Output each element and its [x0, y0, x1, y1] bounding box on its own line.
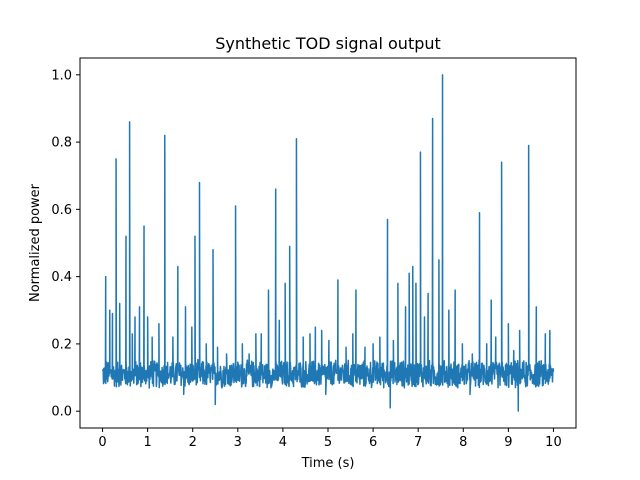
series-line — [101, 74, 555, 412]
series-group — [101, 74, 555, 412]
x-tick-label: 9 — [504, 435, 512, 450]
x-tick-label: 5 — [324, 435, 332, 450]
x-tick-label: 0 — [98, 435, 106, 450]
plot-area-frame — [79, 57, 577, 429]
x-tick-label: 3 — [234, 435, 242, 450]
y-tick-label: 0.0 — [51, 405, 72, 420]
x-tick-label: 7 — [414, 435, 422, 450]
y-axis-label: Normalized power — [28, 183, 43, 302]
y-tick-label: 0.4 — [51, 270, 72, 285]
x-tick-label: 10 — [545, 435, 562, 450]
chart-title: Synthetic TOD signal output — [215, 34, 441, 53]
x-tick-label: 4 — [279, 435, 287, 450]
x-axis-label: Time (s) — [301, 456, 355, 471]
x-tick-label: 1 — [143, 435, 151, 450]
x-tick-label: 6 — [369, 435, 377, 450]
y-axis-ticks: 0.0 0.2 0.4 0.6 0.8 1.0 — [51, 68, 80, 420]
y-tick-label: 0.8 — [51, 136, 72, 151]
x-tick-label: 2 — [189, 435, 197, 450]
y-tick-label: 1.0 — [51, 68, 72, 83]
y-tick-label: 0.6 — [51, 203, 72, 218]
y-tick-label: 0.2 — [51, 337, 72, 352]
x-tick-label: 8 — [459, 435, 467, 450]
x-axis-ticks: 0 1 2 3 4 5 6 7 8 9 10 — [98, 428, 562, 450]
